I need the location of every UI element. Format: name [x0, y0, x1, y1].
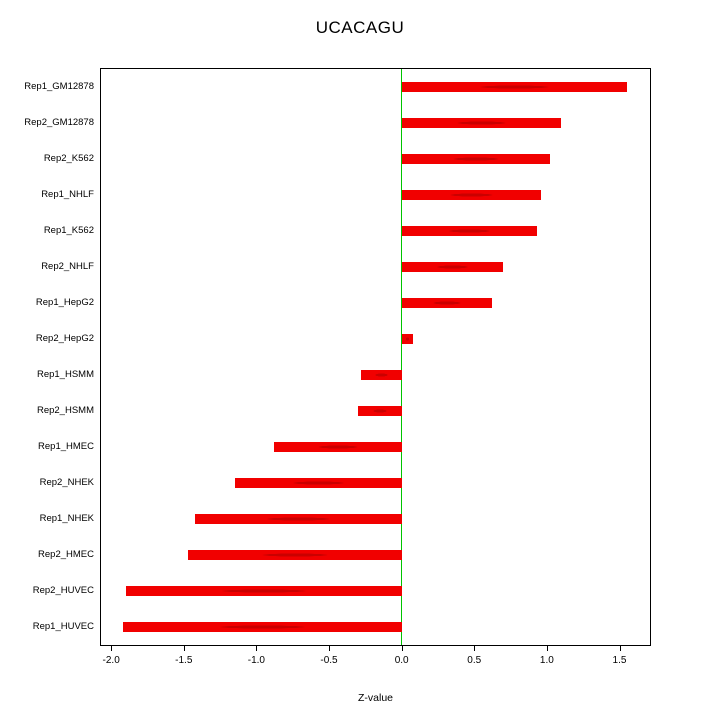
bar [122, 622, 402, 632]
bar [360, 370, 402, 380]
x-axis-tick [183, 646, 185, 651]
bar [401, 262, 504, 272]
x-axis-tick-label: 0.0 [394, 655, 409, 666]
bar [401, 298, 492, 308]
x-axis-tick-label: -2.0 [102, 655, 120, 666]
bar [401, 154, 550, 164]
x-axis-tick [329, 646, 331, 651]
bar [188, 550, 402, 560]
zero-reference-line [401, 69, 403, 645]
y-axis-label: Rep1_NHLF [41, 189, 94, 200]
bar [273, 442, 402, 452]
y-axis-label: Rep2_HepG2 [35, 333, 94, 344]
x-axis-tick [256, 646, 258, 651]
x-axis-tick-label: -1.0 [247, 655, 265, 666]
y-axis-label: Rep1_HepG2 [35, 297, 94, 308]
bar [401, 226, 537, 236]
bar [358, 406, 402, 416]
bar [401, 334, 414, 344]
y-axis-label: Rep1_HUVEC [32, 621, 94, 632]
x-axis-label: Z-value [357, 692, 393, 704]
bar [401, 118, 562, 128]
bar [401, 190, 542, 200]
y-axis-label: Rep2_HSMM [36, 405, 94, 416]
x-axis-tick-label: -1.5 [175, 655, 193, 666]
x-axis-tick [619, 646, 621, 651]
y-axis-label: Rep1_K562 [43, 225, 94, 236]
y-axis-label: Rep2_NHLF [41, 261, 94, 272]
y-axis-label: Rep2_K562 [43, 153, 94, 164]
bar [401, 82, 627, 92]
x-axis-tick-label: 1.5 [612, 655, 627, 666]
bar [234, 478, 402, 488]
x-axis-tick [401, 646, 403, 651]
x-axis-tick-label: 1.0 [539, 655, 554, 666]
y-axis-label: Rep1_NHEK [39, 513, 94, 524]
x-axis-tick-label: -0.5 [320, 655, 338, 666]
bar [195, 514, 402, 524]
y-axis-label: Rep1_GM12878 [24, 81, 94, 92]
bar [125, 586, 402, 596]
plot-area [100, 68, 651, 646]
y-axis-label: Rep2_HMEC [38, 549, 94, 560]
y-axis-label: Rep1_HSMM [36, 369, 94, 380]
y-axis-label: Rep2_GM12878 [24, 117, 94, 128]
y-axis-label: Rep2_NHEK [39, 477, 94, 488]
x-axis-tick [474, 646, 476, 651]
x-axis-tick-label: 0.5 [467, 655, 482, 666]
chart-title: UCACAGU [315, 18, 405, 37]
y-axis-label: Rep1_HMEC [38, 441, 94, 452]
x-axis-tick [546, 646, 548, 651]
x-axis-tick [111, 646, 113, 651]
y-axis-label: Rep2_HUVEC [32, 585, 94, 596]
